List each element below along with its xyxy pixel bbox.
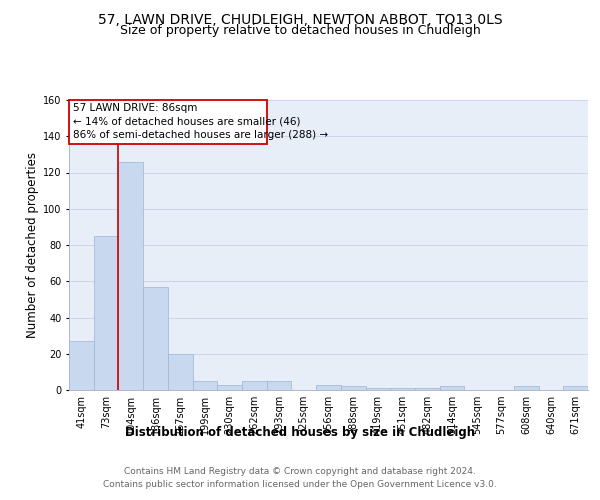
Bar (440, 386, 464, 390)
Text: 86% of semi-detached houses are larger (288) →: 86% of semi-detached houses are larger (… (73, 130, 328, 140)
Text: ← 14% of detached houses are smaller (46): ← 14% of detached houses are smaller (46… (73, 116, 301, 126)
Bar (563, 386, 588, 390)
Y-axis label: Number of detached properties: Number of detached properties (26, 152, 38, 338)
Text: Contains public sector information licensed under the Open Government Licence v3: Contains public sector information licen… (103, 480, 497, 489)
Text: Size of property relative to detached houses in Chudleigh: Size of property relative to detached ho… (119, 24, 481, 37)
Bar (242, 381, 267, 390)
Bar (316, 384, 341, 390)
Bar (94, 236, 118, 390)
Bar (267, 381, 292, 390)
Text: Distribution of detached houses by size in Chudleigh: Distribution of detached houses by size … (125, 426, 475, 439)
Text: 57 LAWN DRIVE: 86sqm: 57 LAWN DRIVE: 86sqm (73, 102, 197, 113)
Text: 57, LAWN DRIVE, CHUDLEIGH, NEWTON ABBOT, TQ13 0LS: 57, LAWN DRIVE, CHUDLEIGH, NEWTON ABBOT,… (98, 12, 502, 26)
Bar (514, 386, 539, 390)
Bar (168, 354, 193, 390)
Text: Contains HM Land Registry data © Crown copyright and database right 2024.: Contains HM Land Registry data © Crown c… (124, 467, 476, 476)
Bar (341, 386, 365, 390)
Bar (69, 341, 94, 390)
Bar (70, 100, 267, 144)
Bar (365, 388, 390, 390)
Bar (415, 388, 440, 390)
Bar (143, 286, 168, 390)
Bar (193, 381, 217, 390)
Bar (390, 388, 415, 390)
Bar (217, 384, 242, 390)
Bar (118, 162, 143, 390)
